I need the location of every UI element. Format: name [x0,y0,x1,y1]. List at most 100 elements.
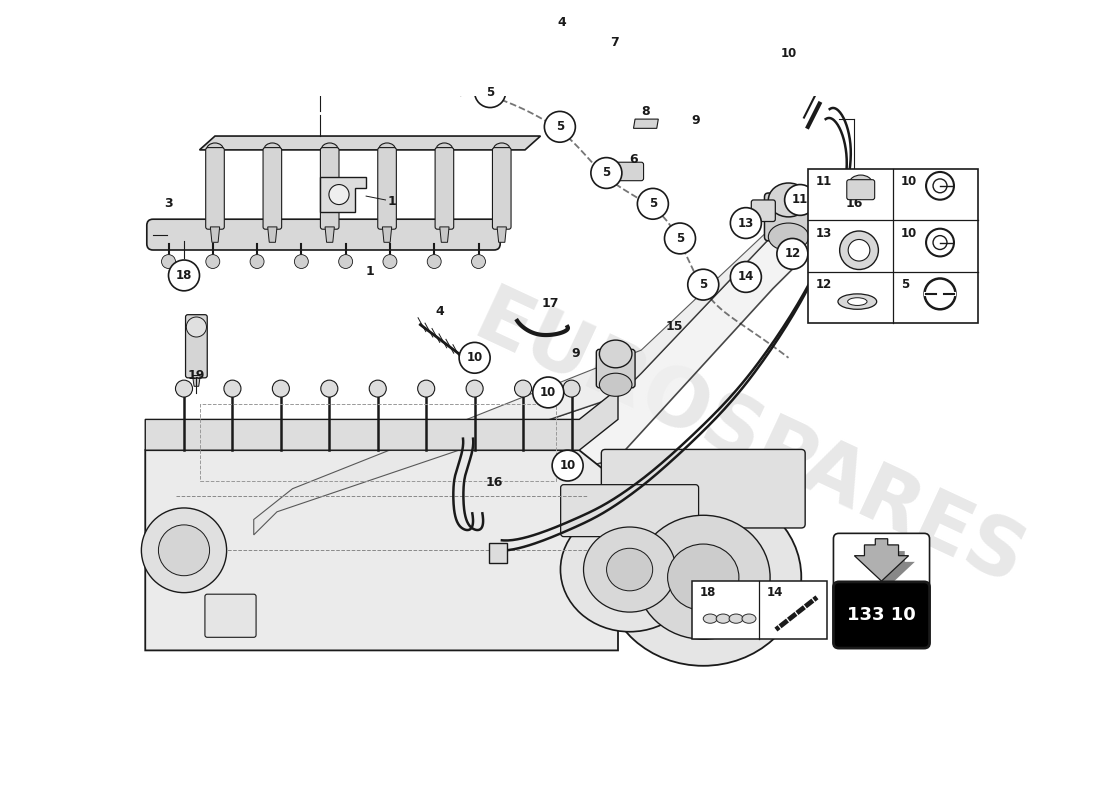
Text: 8: 8 [641,105,649,118]
Text: 10: 10 [560,459,575,472]
Ellipse shape [669,234,692,250]
Circle shape [591,158,622,188]
Text: 16: 16 [485,476,503,489]
Circle shape [224,380,241,397]
Text: 4: 4 [558,15,566,29]
Circle shape [158,525,210,576]
Polygon shape [326,227,334,242]
Ellipse shape [668,544,739,610]
Circle shape [688,270,718,300]
Text: 14: 14 [738,270,755,283]
FancyBboxPatch shape [561,485,698,537]
FancyBboxPatch shape [751,200,776,222]
FancyBboxPatch shape [205,594,256,638]
Text: 3: 3 [164,198,173,210]
FancyBboxPatch shape [488,543,507,563]
Ellipse shape [548,122,572,139]
Ellipse shape [606,548,652,591]
Text: 14: 14 [767,586,783,599]
Ellipse shape [641,199,664,216]
Polygon shape [254,196,835,566]
Circle shape [427,254,441,269]
Ellipse shape [583,527,675,612]
Ellipse shape [692,280,715,297]
Circle shape [321,380,338,397]
Text: 17: 17 [542,298,559,310]
Ellipse shape [729,614,743,623]
Circle shape [142,508,227,593]
Text: 5: 5 [649,198,657,210]
Ellipse shape [849,175,872,192]
Text: 4: 4 [436,305,444,318]
Text: 5: 5 [556,120,564,134]
Polygon shape [145,389,618,450]
Ellipse shape [561,507,698,632]
Bar [199,404,556,481]
Polygon shape [320,177,366,211]
Text: 5: 5 [486,86,494,98]
Polygon shape [145,450,618,650]
Text: 13: 13 [815,227,832,240]
Polygon shape [855,538,909,581]
Ellipse shape [742,614,756,623]
Text: 10: 10 [540,386,557,399]
Circle shape [513,45,540,73]
FancyBboxPatch shape [436,147,453,230]
Text: 5: 5 [675,232,684,245]
Circle shape [532,377,563,408]
Circle shape [459,342,491,373]
Ellipse shape [703,614,717,623]
FancyBboxPatch shape [263,147,282,230]
Circle shape [295,254,308,269]
Circle shape [370,380,386,397]
Text: 19: 19 [188,369,205,382]
Ellipse shape [321,143,338,157]
Polygon shape [383,227,392,242]
Ellipse shape [493,143,510,157]
Text: 10: 10 [466,351,483,364]
FancyBboxPatch shape [834,534,929,614]
Bar [807,169,978,323]
Circle shape [777,238,807,270]
Polygon shape [860,545,915,587]
Ellipse shape [768,223,808,250]
Text: 18: 18 [176,269,192,282]
Circle shape [664,223,695,254]
Text: 5: 5 [901,278,909,291]
FancyBboxPatch shape [493,147,512,230]
Text: 11: 11 [792,194,808,206]
Polygon shape [210,227,220,242]
Circle shape [472,254,485,269]
Polygon shape [267,227,277,242]
Text: EUROSPARES: EUROSPARES [462,279,1036,602]
Text: 6: 6 [629,153,638,166]
Circle shape [176,380,192,397]
Text: 11: 11 [815,175,832,189]
Ellipse shape [605,489,801,666]
Text: 7: 7 [609,35,618,49]
Circle shape [773,38,804,69]
Polygon shape [497,227,506,242]
Circle shape [839,231,879,270]
Ellipse shape [600,340,631,368]
Ellipse shape [768,183,808,217]
Circle shape [329,185,349,205]
Circle shape [848,239,870,261]
Polygon shape [199,136,540,150]
Circle shape [162,254,176,269]
Text: 10: 10 [901,175,917,189]
FancyBboxPatch shape [764,193,813,241]
Polygon shape [254,188,850,535]
Ellipse shape [838,294,877,310]
Circle shape [206,254,220,269]
Circle shape [383,254,397,269]
Circle shape [466,380,483,397]
Ellipse shape [264,143,280,157]
FancyBboxPatch shape [596,350,635,388]
FancyBboxPatch shape [377,147,396,230]
Polygon shape [192,375,200,386]
Circle shape [784,185,815,215]
Circle shape [168,260,199,291]
FancyBboxPatch shape [847,180,874,200]
Text: 10: 10 [901,227,917,240]
